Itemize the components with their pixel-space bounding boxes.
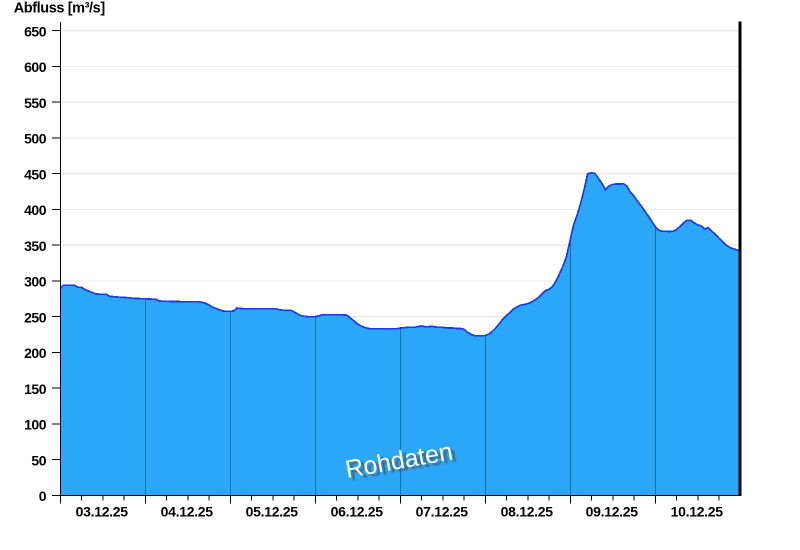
svg-text:09.12.25: 09.12.25 (586, 504, 639, 520)
svg-text:50: 50 (31, 452, 46, 468)
svg-text:550: 550 (24, 95, 47, 111)
svg-text:04.12.25: 04.12.25 (161, 504, 214, 520)
svg-text:150: 150 (24, 381, 47, 397)
svg-text:07.12.25: 07.12.25 (416, 504, 469, 520)
svg-text:10.12.25: 10.12.25 (671, 504, 724, 520)
svg-text:05.12.25: 05.12.25 (246, 504, 299, 520)
svg-text:600: 600 (24, 59, 47, 75)
svg-text:450: 450 (24, 166, 47, 182)
svg-text:250: 250 (24, 309, 47, 325)
svg-text:0: 0 (39, 488, 47, 504)
svg-text:100: 100 (24, 417, 47, 433)
svg-text:03.12.25: 03.12.25 (76, 504, 129, 520)
svg-text:06.12.25: 06.12.25 (331, 504, 384, 520)
svg-text:650: 650 (24, 23, 47, 39)
svg-text:Abfluss [m³/s]: Abfluss [m³/s] (14, 1, 106, 17)
svg-text:300: 300 (24, 274, 47, 290)
svg-text:400: 400 (24, 202, 47, 218)
svg-text:08.12.25: 08.12.25 (501, 504, 554, 520)
svg-text:350: 350 (24, 238, 47, 254)
svg-text:200: 200 (24, 345, 47, 361)
svg-text:500: 500 (24, 131, 47, 147)
